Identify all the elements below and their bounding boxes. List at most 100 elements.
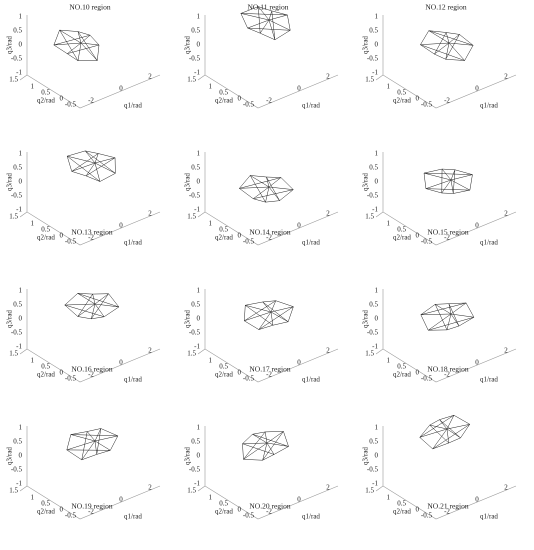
z-tick-label: 0.5 xyxy=(369,27,378,35)
x-tick-label: 0 xyxy=(297,496,301,504)
y-tick-label: 1 xyxy=(387,494,391,502)
x-tick-label: -2 xyxy=(444,371,450,379)
x-axis-label: q1/rad xyxy=(302,239,320,247)
y-tick-label: 1 xyxy=(31,83,35,91)
hull-edge xyxy=(450,179,454,194)
x-tick-label: 0 xyxy=(119,496,123,504)
hull xyxy=(66,428,119,461)
hull-edge xyxy=(59,29,79,61)
z-axis-label: q3/rad xyxy=(184,173,192,191)
hull-edge xyxy=(67,155,96,164)
axis-line xyxy=(204,426,339,520)
hull-edge xyxy=(244,311,272,322)
hull-edge xyxy=(266,176,280,201)
y-tick-label: -0.5 xyxy=(421,101,433,109)
x-tick-label: 0 xyxy=(475,496,479,504)
hull-edge xyxy=(429,424,448,430)
hull xyxy=(53,29,100,61)
x-axis-label: q1/rad xyxy=(124,239,142,247)
hull-edge xyxy=(258,311,272,330)
hull-edge xyxy=(262,442,268,461)
z-tick-label: 0 xyxy=(375,178,379,186)
y-tick-label: 1.5 xyxy=(9,350,18,358)
y-tick-label: -0.5 xyxy=(243,101,255,109)
hull-edge xyxy=(250,175,270,188)
y-tick-label: -0.5 xyxy=(243,512,255,520)
y-tick-label: 1.5 xyxy=(365,487,374,495)
hull-edge xyxy=(64,304,105,317)
x-axis-label: q1/rad xyxy=(480,239,498,247)
hull-edge xyxy=(445,32,450,44)
panel-title: NO.21 region xyxy=(427,502,468,511)
hull-edge xyxy=(67,44,100,54)
x-axis-label: q1/rad xyxy=(302,513,320,521)
hull-edge xyxy=(71,153,99,172)
hull-edge xyxy=(268,177,282,188)
hull-edge xyxy=(81,431,88,460)
y-tick-label: -0.5 xyxy=(65,101,77,109)
y-tick-label: -0.5 xyxy=(421,238,433,246)
hull-edge xyxy=(243,442,268,460)
y-tick-label: -0.5 xyxy=(65,512,77,520)
z-tick-label: -1 xyxy=(372,480,378,488)
hull-edge xyxy=(420,42,450,45)
x-tick-label: 2 xyxy=(326,484,330,492)
hull-edge xyxy=(258,306,294,330)
axis-line xyxy=(375,348,384,355)
hull-edge xyxy=(239,186,270,189)
z-tick-label: -0.5 xyxy=(189,329,201,337)
hull-edge xyxy=(94,440,111,451)
hull-edge xyxy=(249,175,266,203)
y-tick-label: 1.5 xyxy=(187,487,196,495)
panel-title: NO.12 region xyxy=(425,3,466,12)
z-tick-label: -1 xyxy=(194,206,200,214)
y-tick-label: 0 xyxy=(238,506,242,514)
hull-edge xyxy=(94,440,98,455)
hull-edge xyxy=(259,19,270,34)
hull-edge xyxy=(80,42,100,46)
z-axis-label: q3/rad xyxy=(362,310,370,328)
z-axis-label: q3/rad xyxy=(362,36,370,54)
x-tick-label: -2 xyxy=(444,508,450,516)
hull-edge xyxy=(268,19,276,40)
y-tick-label: 0.5 xyxy=(219,363,228,371)
panel-title: NO.16 region xyxy=(71,365,112,374)
hull-edge xyxy=(419,415,455,438)
hull-edge xyxy=(91,303,96,319)
hull-edge xyxy=(266,442,275,455)
x-tick-label: -2 xyxy=(266,508,272,516)
z-tick-label: 0.5 xyxy=(191,27,200,35)
hull xyxy=(242,431,289,461)
y-tick-label: 1.5 xyxy=(9,76,18,84)
y-tick-label: 0.5 xyxy=(41,89,50,97)
hull-edge xyxy=(446,428,450,444)
y-axis-label: q2/rad xyxy=(393,508,411,516)
z-axis-label: q3/rad xyxy=(6,36,14,54)
y-tick-label: -0.5 xyxy=(65,375,77,383)
x-tick-label: 2 xyxy=(504,347,508,355)
z-axis-label: q3/rad xyxy=(362,447,370,465)
x-tick-label: 2 xyxy=(326,73,330,81)
y-tick-label: 0 xyxy=(416,232,420,240)
hull-edge xyxy=(448,34,460,44)
hull-edge xyxy=(71,162,96,172)
hull-edge xyxy=(419,428,448,438)
axis-line xyxy=(197,211,206,218)
axis-line xyxy=(19,74,28,81)
z-tick-label: -0.5 xyxy=(189,55,201,63)
hull-edge xyxy=(245,305,272,313)
hull-edge xyxy=(270,306,294,313)
x-axis-label: q1/rad xyxy=(302,102,320,110)
z-tick-label: 0 xyxy=(19,41,23,49)
x-axis-label: q1/rad xyxy=(480,376,498,384)
z-tick-label: 0 xyxy=(375,315,379,323)
y-tick-label: 0.5 xyxy=(219,500,228,508)
hull-edge xyxy=(247,27,291,31)
z-tick-label: 0 xyxy=(375,452,379,460)
hull-edge xyxy=(262,431,284,461)
hull-edge xyxy=(450,313,474,318)
y-axis-label: q2/rad xyxy=(393,234,411,242)
hull-edge xyxy=(253,189,294,199)
hull-edge xyxy=(86,431,96,442)
